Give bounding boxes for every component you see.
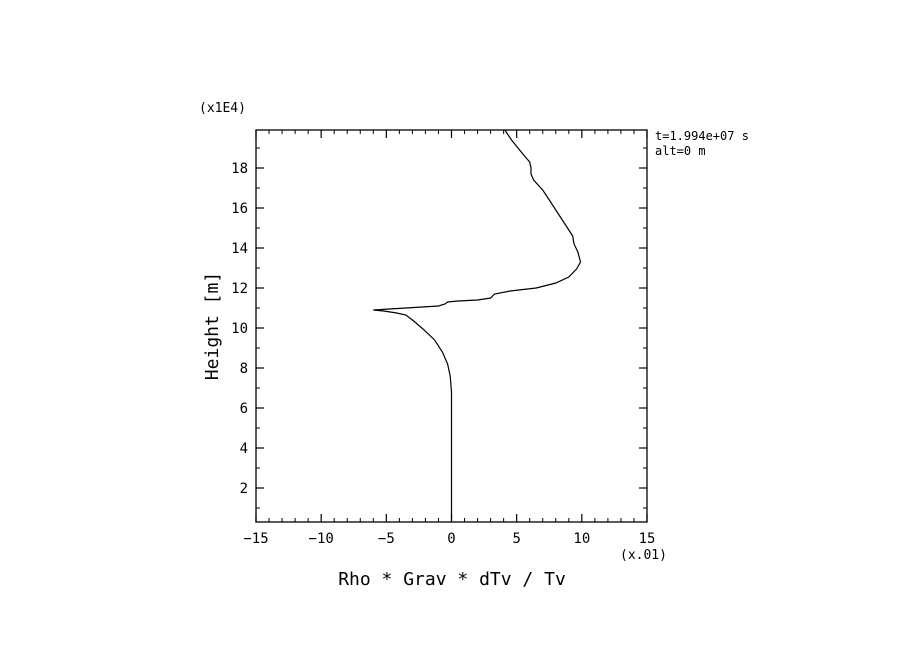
- y-tick-label: 14: [231, 241, 248, 257]
- x-axis-label: Rho * Grav * dTv / Tv: [338, 569, 566, 590]
- y-tick-label: 12: [231, 281, 248, 297]
- y-tick-label: 8: [240, 361, 248, 377]
- y-tick-label: 2: [240, 481, 248, 497]
- x-tick-label: −5: [378, 531, 395, 547]
- x-multiplier: (x.01): [620, 548, 667, 563]
- time-annotation: t=1.994e+07 s: [655, 129, 749, 143]
- y-tick-label: 10: [231, 321, 248, 337]
- y-tick-label: 16: [231, 201, 248, 217]
- y-multiplier: (x1E4): [199, 101, 246, 116]
- x-tick-label: 5: [512, 531, 520, 547]
- x-ticks: −15 −10 −5 0 5 10 15: [243, 130, 655, 547]
- alt-annotation: alt=0 m: [655, 144, 706, 158]
- y-ticks: 2 4 6 8 10 12 14 16 18: [231, 147, 647, 509]
- y-tick-label: 18: [231, 161, 248, 177]
- x-tick-label: 10: [573, 531, 590, 547]
- y-tick-label: 4: [240, 441, 248, 457]
- y-tick-label: 6: [240, 401, 248, 417]
- x-tick-label: −10: [309, 531, 334, 547]
- x-tick-label: 15: [639, 531, 656, 547]
- y-axis-label: Height [m]: [202, 272, 223, 380]
- x-tick-label: 0: [447, 531, 455, 547]
- series-line: [373, 129, 582, 522]
- x-tick-label: −15: [243, 531, 268, 547]
